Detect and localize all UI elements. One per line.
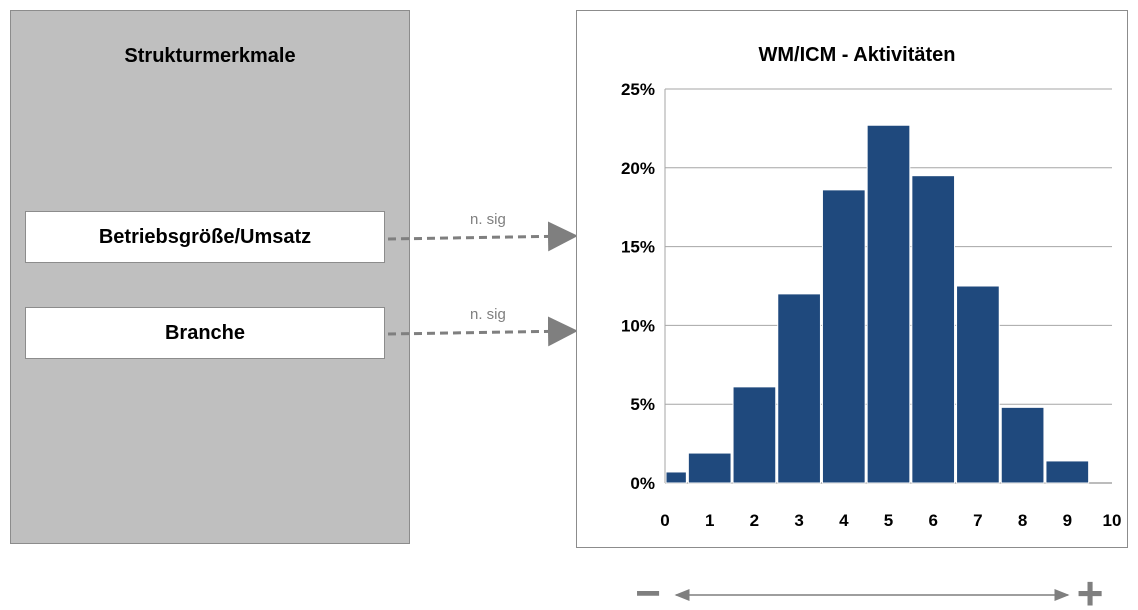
histogram-bar — [956, 285, 1000, 484]
arrow-industry — [387, 316, 578, 347]
histogram-bar — [1000, 406, 1045, 484]
panel-title: Strukturmerkmale — [124, 45, 296, 67]
histogram-bar — [1045, 460, 1090, 484]
histogram-bar — [866, 124, 911, 484]
x-tick-label: 7 — [973, 511, 982, 530]
structural-features-panel: Strukturmerkmale Betriebsgröße/Umsatz Br… — [10, 10, 410, 544]
y-tick-label: 10% — [621, 316, 655, 335]
chart-title: WM/ICM - Aktivitäten — [758, 44, 955, 66]
histogram-panel: WM/ICM - Aktivitäten 0% 5% 10% 15% 20% 25% 0 1… — [576, 10, 1128, 548]
histogram-bar — [911, 175, 956, 484]
x-tick-label: 5 — [884, 511, 893, 530]
x-tick-label: 3 — [794, 511, 803, 530]
x-tick-label: 6 — [928, 511, 937, 530]
histogram-bar — [665, 471, 687, 484]
x-tick-label: 0 — [660, 511, 669, 530]
histogram-bar — [732, 386, 777, 484]
factor-label: Branche — [164, 321, 246, 344]
factor-company-size: Betriebsgröße/Umsatz — [25, 211, 385, 263]
arrow-company-size — [387, 221, 578, 252]
significance-label-company-size: n. sig — [470, 211, 506, 228]
x-tick-label: 1 — [705, 511, 714, 530]
histogram-bar — [687, 452, 732, 484]
histogram-bar — [777, 293, 821, 484]
y-tick-label: 20% — [621, 159, 655, 178]
histogram-bar — [821, 189, 866, 484]
x-tick-label: 4 — [839, 511, 849, 530]
x-tick-label: 9 — [1063, 511, 1072, 530]
y-tick-label: 5% — [630, 395, 655, 414]
factor-industry: Branche — [25, 307, 385, 359]
y-tick-label: 15% — [621, 238, 655, 257]
histogram-chart: WM/ICM - Aktivitäten 0% 5% 10% 15% 20% 25% 0 1… — [621, 44, 1122, 530]
significance-label-industry: n. sig — [470, 306, 506, 323]
y-tick-label: 25% — [621, 80, 655, 99]
x-tick-label: 8 — [1018, 511, 1027, 530]
factor-label: Betriebsgröße/Umsatz — [98, 225, 312, 248]
y-tick-label: 0% — [630, 474, 655, 493]
x-tick-label: 10 — [1103, 511, 1122, 530]
x-tick-label: 2 — [750, 511, 759, 530]
